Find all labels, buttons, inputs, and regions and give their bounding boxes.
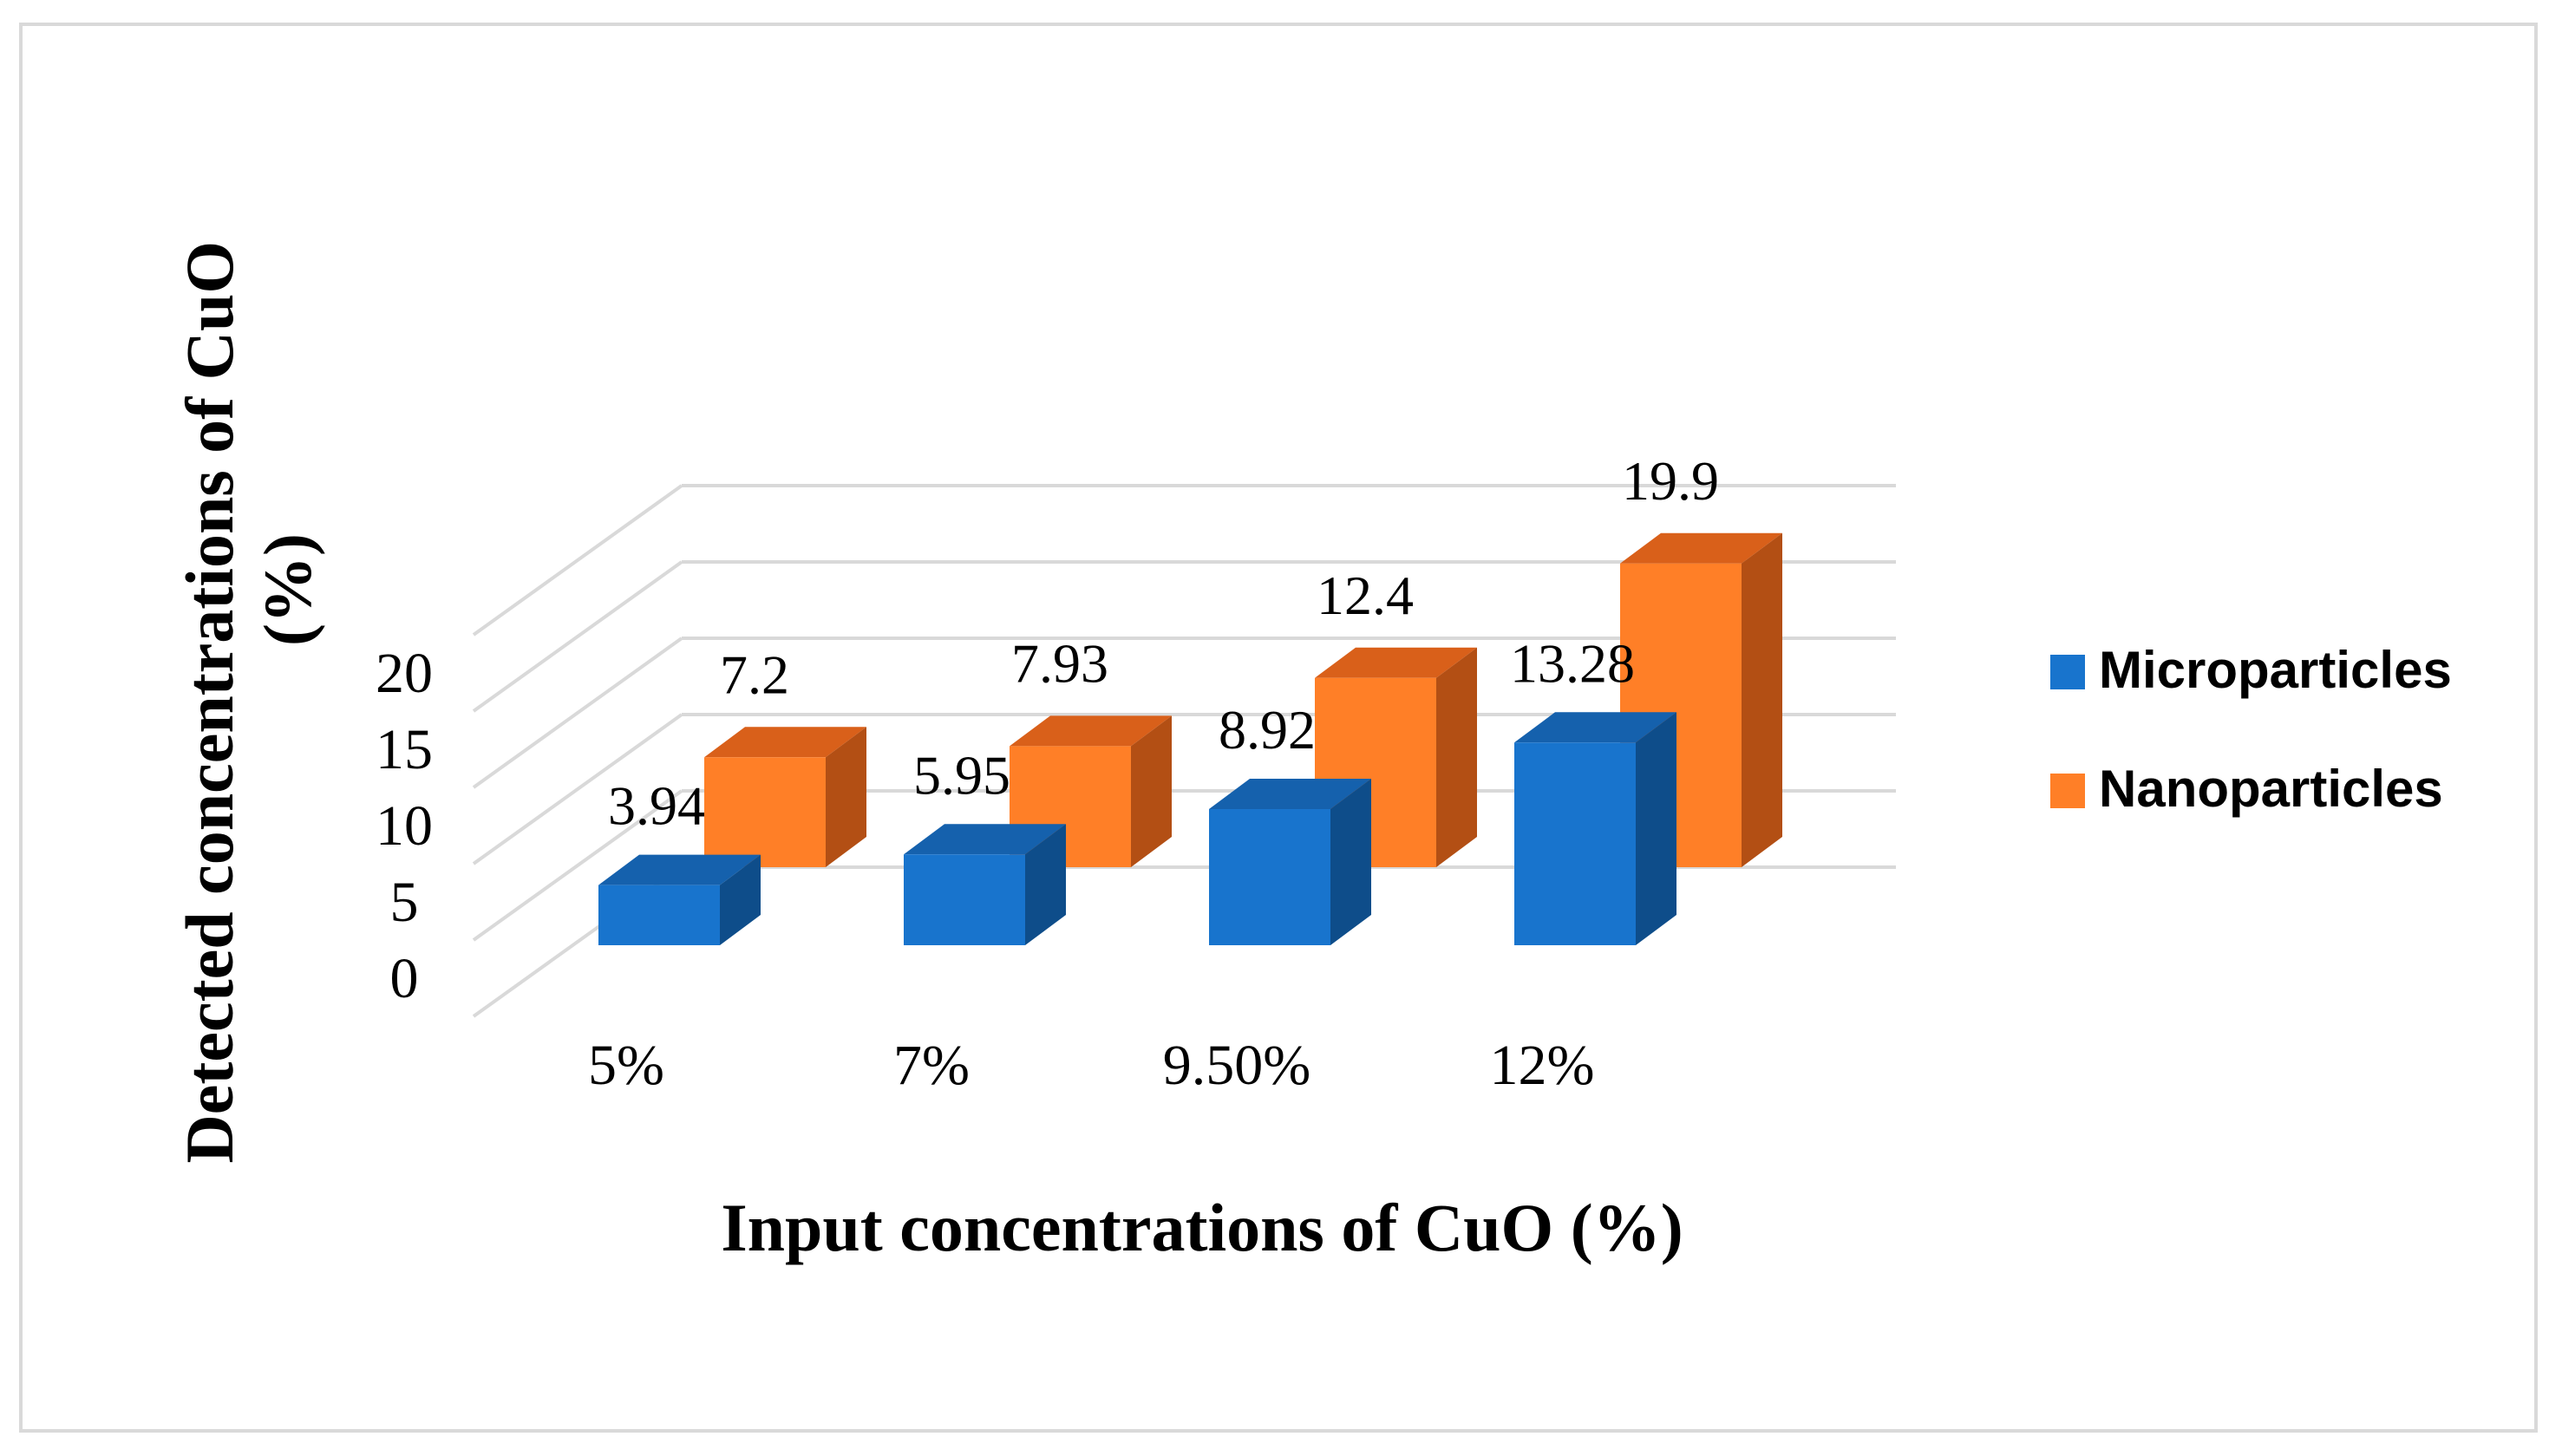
y-tick-label: 20 xyxy=(376,642,433,705)
y-tick-label: 15 xyxy=(376,718,433,781)
bar-nanoparticles-top xyxy=(1010,715,1172,747)
bar-microparticles-top xyxy=(1209,779,1371,810)
bar-microparticles-top xyxy=(904,824,1066,855)
data-label-microparticles: 13.28 xyxy=(1510,632,1635,694)
bar-nanoparticles-side xyxy=(826,727,866,867)
x-axis-title: Input concentrations of CuO (%) xyxy=(721,1190,1683,1265)
bar-microparticles-front xyxy=(1209,809,1330,945)
legend-label: Nanoparticles xyxy=(2099,760,2443,818)
legend: Microparticles Nanoparticles xyxy=(2050,641,2452,818)
bar-microparticles xyxy=(1514,712,1676,945)
bar-nanoparticles-side xyxy=(1436,647,1477,867)
legend-swatch xyxy=(2050,655,2085,689)
legend-swatch xyxy=(2050,774,2085,808)
y-tick-label: 5 xyxy=(390,871,419,934)
bar-nanoparticles-top xyxy=(1315,647,1477,678)
gridline-side xyxy=(472,484,683,637)
y-axis-title: Detected concentrations of CuO (%) xyxy=(172,224,325,1163)
data-label-microparticles: 3.94 xyxy=(608,775,705,837)
data-label-nanoparticles: 7.2 xyxy=(720,643,789,705)
y-tick-label: 0 xyxy=(390,947,419,1010)
data-labels: 7.2 3.94 7.935.95 12.4 8.92 19.9 13.28 xyxy=(608,450,1719,837)
bar-microparticles-top xyxy=(1514,712,1676,743)
bar-nanoparticles xyxy=(1010,715,1172,867)
x-tick-label: 9.50% xyxy=(1163,1034,1310,1097)
data-label-microparticles: 5.95 xyxy=(913,744,1010,806)
bar-microparticles-side xyxy=(1330,779,1371,945)
gridline-side xyxy=(472,789,683,942)
data-label-nanoparticles: 7.93 xyxy=(1011,632,1108,694)
bar-microparticles xyxy=(1209,779,1371,945)
bar-nanoparticles-top xyxy=(1620,532,1782,564)
bar-microparticles-front xyxy=(1514,742,1636,945)
bar-nanoparticles-top xyxy=(704,727,866,758)
x-tick-label: 5% xyxy=(588,1034,664,1097)
legend-label: Microparticles xyxy=(2099,641,2452,699)
data-label-nanoparticles: 19.9 xyxy=(1622,450,1719,512)
bar-nanoparticles-side xyxy=(1131,715,1172,867)
y-axis-title-line1: Detected concentrations of CuO xyxy=(172,241,247,1164)
bar-nanoparticles-side xyxy=(1742,532,1782,867)
chart-frame: 7.2 3.94 7.93 5.95 12.4 8.92 19.9 13.28 0 5 10 15 2… xyxy=(19,23,2538,1433)
data-label-microparticles: 8.92 xyxy=(1219,699,1316,761)
bar-microparticles xyxy=(904,824,1066,945)
x-tick-label: 7% xyxy=(893,1034,970,1097)
gridline-side xyxy=(472,637,683,789)
bar-microparticles-side xyxy=(1636,712,1676,945)
y-tick-label: 10 xyxy=(376,794,433,858)
gridline-side xyxy=(472,560,683,713)
bar-nanoparticles xyxy=(704,727,866,867)
x-axis-ticks: 5% 7% 9.50% 12% xyxy=(588,1034,1594,1097)
bar-microparticles-side xyxy=(720,854,761,945)
data-label-nanoparticles: 12.4 xyxy=(1317,565,1414,626)
y-axis-ticks: 0 5 10 15 20 xyxy=(376,642,433,1010)
bar-nanoparticles-front xyxy=(704,757,826,867)
bar-microparticles-top xyxy=(598,854,761,885)
chart: 7.2 3.94 7.935.95 12.4 8.92 19.9 13.28 0 5 10 15 2… xyxy=(172,224,2452,1265)
y-axis-title-line2: (%) xyxy=(250,533,325,646)
gridlines xyxy=(472,484,1896,1018)
bars xyxy=(598,532,1782,945)
bar-microparticles-side xyxy=(1025,824,1066,945)
bar-microparticles xyxy=(598,854,761,945)
gridline-side xyxy=(472,713,683,865)
bar-microparticles-front xyxy=(598,885,720,945)
x-tick-label: 12% xyxy=(1490,1034,1595,1097)
bar-nanoparticles xyxy=(1315,647,1477,867)
bar-microparticles-front xyxy=(904,854,1025,945)
